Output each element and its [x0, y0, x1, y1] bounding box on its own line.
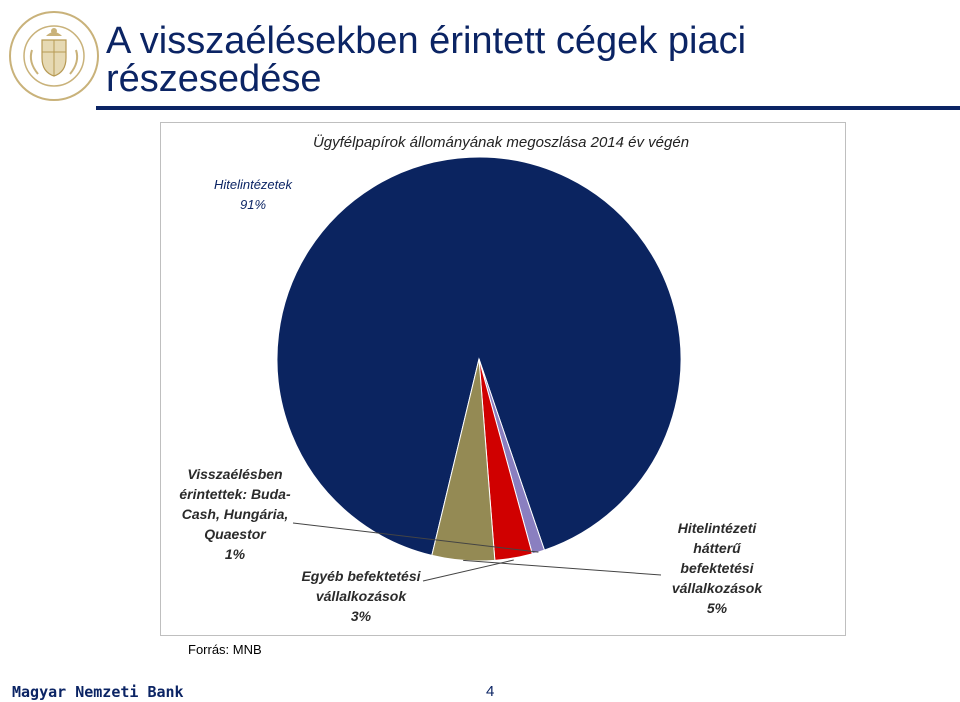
chart-frame: Ügyfélpapírok állományának megoszlása 20…	[160, 122, 846, 636]
label-egyeb-befektetesi: Egyéb befektetési vállalkozások 3%	[301, 568, 421, 624]
source-note: Forrás: MNB	[188, 642, 262, 657]
footer-bank-name: Magyar Nemzeti Bank	[12, 683, 184, 701]
mnb-logo	[9, 11, 99, 101]
chart-title: Ügyfélpapírok állományának megoszlása 20…	[313, 133, 689, 151]
label-hitelintezeti-hatteru: Hitelintézeti hátterű befektetési vállalkoz…	[672, 520, 763, 616]
pie-chart: Ügyfélpapírok állományának megoszlása 20…	[179, 133, 763, 624]
label-visszaelesben-erintettek: Visszaélésben érintettek: Buda-Cash, Hung…	[179, 466, 291, 562]
slice-hitelintezetek	[276, 156, 682, 557]
leader-visszaelesben	[292, 522, 539, 553]
leader-hitelintezeti	[463, 559, 662, 576]
label-hitelintezetek: Hitelintézetek 91%	[214, 177, 294, 212]
page-number: 4	[486, 683, 495, 700]
slide-title: A visszaélésekben érintett cégek piaci r…	[106, 20, 747, 100]
title-divider	[96, 106, 960, 110]
